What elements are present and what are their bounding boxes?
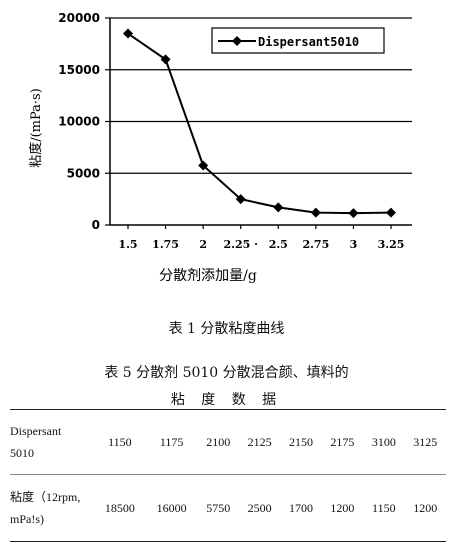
legend: Dispersant5010 [211,27,385,54]
viscosity-chart: 20000 15000 10000 5000 0 1.5 1.75 2 2.25 · 2.5 2.… [28,11,412,284]
legend-label: Dispersant5010 [258,35,359,49]
table-cell: 2175 [321,409,364,475]
row-header-line: 5010 [10,446,34,460]
x-tick-label: 2 [199,238,207,251]
table-cell: 3100 [363,409,405,475]
x-tick-label: 3.25 [378,238,405,251]
row-header-line: mPa!s) [10,512,44,526]
table-cell: 2125 [238,409,281,475]
x-tick-label: 1.75 [152,238,179,251]
table-cell: 2100 [197,409,239,475]
y-tick-label: 0 [92,218,100,232]
table-cell: 18500 [104,500,135,515]
y-axis-title: 粘度/(mPa·s) [28,88,44,168]
table-cell: 1150 [372,500,396,515]
table-caption-line-2: 粘 度 数 据 [170,392,283,408]
x-tick-label: 3 [350,238,358,251]
x-tick-label: 2.25 · [223,238,257,251]
x-tick-label: 2.75 [302,238,329,251]
data-point-marker [348,208,359,219]
table-cell: 2150 [280,409,322,475]
table-row-viscosity: 粘度（12rpm, mPa!s) 18500 16000 5750 2500 1… [10,475,446,542]
row-header-line: Dispersant [10,424,62,438]
viscosity-data-table: Dispersant 5010 1150 1175 2100 2125 2150… [10,409,446,542]
data-point-marker [123,28,133,39]
table-cell: 1150 [94,409,146,475]
table-cell: 1700 [289,500,314,515]
table-cell: 5750 [206,500,231,515]
table-caption-line-1: 表 5 分散剂 5010 分散混合颜、填料的 [104,365,349,381]
table-cell: 1200 [413,500,438,515]
x-axis-title: 分散剂添加量/g [159,268,257,284]
data-point-marker [235,194,246,205]
series-dispersant5010 [123,28,396,219]
gridlines [110,17,412,174]
row-header-line: 粘度（12rpm, [10,490,81,504]
table-cell: 1175 [145,409,198,475]
figure-caption: 表 1 分散粘度曲线 [168,321,285,337]
table-cell: 3125 [404,409,446,475]
row-header-dispersant: Dispersant 5010 [10,409,94,475]
data-point-marker [273,202,284,213]
table-cell: 2500 [247,500,272,515]
y-tick-label: 15000 [58,63,100,77]
row-header-viscosity: 粘度（12rpm, mPa!s) [10,475,94,542]
y-tick-label: 20000 [58,11,100,25]
x-tick-label: 1.5 [118,238,137,251]
y-tick-labels: 20000 15000 10000 5000 0 [58,11,110,232]
table-cell: 1200 [330,500,355,515]
table-row-dispersant: Dispersant 5010 1150 1175 2100 2125 2150… [10,409,446,475]
data-point-marker [198,160,209,171]
y-tick-label: 10000 [58,115,100,129]
data-point-marker [160,54,171,65]
table-cell: 16000 [156,500,187,515]
x-tick-labels: 1.5 1.75 2 2.25 · 2.5 2.75 3 3.25 [118,225,404,251]
y-tick-label: 5000 [67,166,100,180]
series-line [127,32,392,215]
data-point-marker [310,207,321,218]
data-point-marker [386,207,396,218]
x-tick-label: 2.5 [269,238,288,251]
legend-marker [232,36,242,46]
